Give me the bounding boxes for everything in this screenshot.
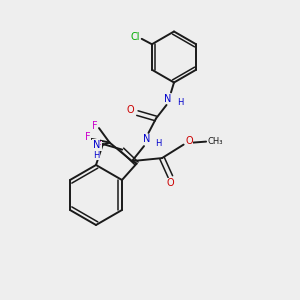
- Text: N: N: [143, 134, 150, 145]
- Text: F: F: [96, 141, 102, 151]
- Text: H: H: [155, 139, 162, 148]
- Text: O: O: [185, 136, 193, 146]
- Text: O: O: [167, 178, 174, 188]
- Text: Cl: Cl: [130, 32, 140, 42]
- Text: N: N: [164, 94, 172, 104]
- Text: N: N: [93, 140, 100, 150]
- Text: F: F: [92, 121, 98, 131]
- Text: O: O: [127, 105, 135, 115]
- Text: H: H: [177, 98, 183, 107]
- Text: H: H: [93, 151, 100, 160]
- Text: CH₃: CH₃: [207, 137, 223, 146]
- Text: F: F: [85, 132, 91, 142]
